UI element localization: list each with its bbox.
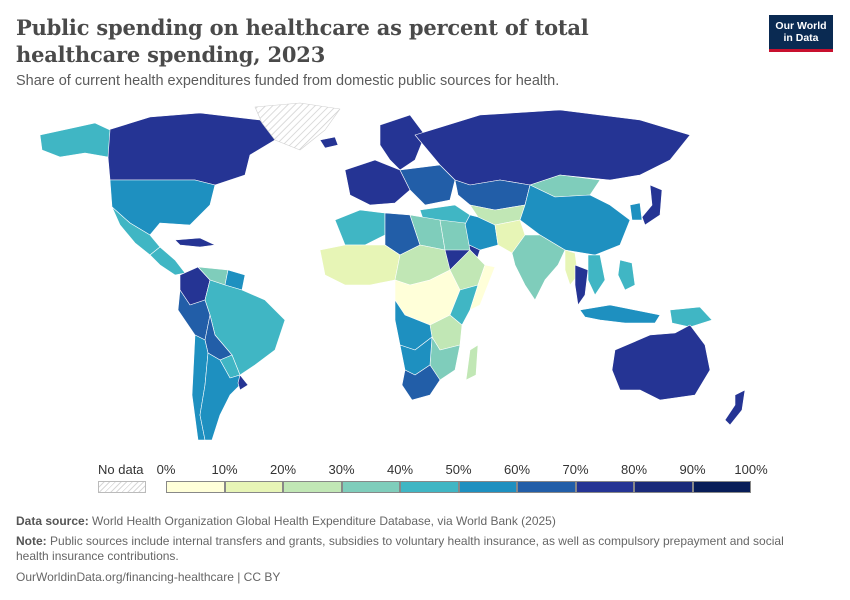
- logo-text-line1: Our World: [775, 20, 827, 32]
- country-argentina[interactable]: [199, 352, 241, 441]
- legend-bin[interactable]: [166, 481, 225, 493]
- country-south-africa[interactable]: [401, 364, 441, 401]
- country-korea[interactable]: [629, 202, 643, 221]
- note-text: Public sources include internal transfer…: [16, 534, 784, 563]
- legend-tick-label: 20%: [269, 462, 297, 477]
- legend-color-scale: [166, 481, 751, 494]
- note-label: Note:: [16, 534, 47, 548]
- country-png[interactable]: [669, 306, 713, 328]
- legend-bin[interactable]: [341, 481, 400, 493]
- chart-subtitle: Share of current health expenditures fun…: [16, 73, 560, 89]
- legend-no-data-swatch[interactable]: [98, 481, 146, 493]
- country-indochina[interactable]: [587, 254, 606, 296]
- data-source-label: Data source:: [16, 514, 89, 528]
- country-north-africa[interactable]: [334, 209, 386, 246]
- legend-bin[interactable]: [224, 481, 283, 493]
- country-alaska[interactable]: [39, 122, 111, 158]
- note: Note: Public sources include internal tr…: [16, 534, 806, 564]
- country-philippines[interactable]: [617, 259, 636, 291]
- legend-bin[interactable]: [458, 481, 517, 493]
- country-canada[interactable]: [107, 112, 276, 186]
- country-thailand[interactable]: [574, 264, 589, 306]
- country-kazakhstan[interactable]: [454, 179, 531, 211]
- legend-no-data-label: No data: [98, 462, 144, 477]
- legend-bin[interactable]: [517, 481, 576, 493]
- legend-tick-label: 0%: [156, 462, 176, 477]
- credit-link[interactable]: OurWorldinData.org/financing-healthcare …: [16, 570, 281, 584]
- chart-title: Public spending on healthcare as percent…: [16, 15, 589, 67]
- country-russia[interactable]: [414, 109, 691, 186]
- legend-bin[interactable]: [283, 481, 342, 493]
- country-kenya[interactable]: [449, 284, 479, 326]
- country-indonesia[interactable]: [579, 304, 661, 324]
- country-uruguay[interactable]: [237, 374, 249, 391]
- legend-tick-label: 10%: [211, 462, 238, 477]
- legend-tick-label: 30%: [328, 462, 355, 477]
- country-central-america[interactable]: [149, 246, 186, 276]
- country-new-zealand[interactable]: [724, 389, 746, 426]
- country-egypt[interactable]: [439, 219, 471, 251]
- legend-tick-label: 60%: [503, 462, 531, 477]
- world-map[interactable]: [0, 95, 850, 455]
- legend-tick-label: 40%: [386, 462, 414, 477]
- country-madagascar[interactable]: [465, 344, 479, 381]
- legend-tick-label: 90%: [679, 462, 706, 477]
- legend-bin[interactable]: [692, 481, 751, 493]
- data-source: Data source: World Health Organization G…: [16, 514, 556, 528]
- country-china[interactable]: [519, 184, 631, 256]
- country-australia[interactable]: [611, 324, 711, 401]
- country-caribbean[interactable]: [174, 237, 216, 248]
- country-india[interactable]: [511, 234, 566, 301]
- data-source-text: World Health Organization Global Health …: [92, 514, 556, 528]
- country-greenland[interactable]: [254, 102, 341, 151]
- country-west-africa[interactable]: [319, 244, 401, 286]
- owid-logo[interactable]: Our World in Data: [769, 15, 833, 52]
- country-scandinavia[interactable]: [379, 114, 426, 171]
- legend-tick-label: 70%: [562, 462, 589, 477]
- country-western-europe[interactable]: [344, 159, 411, 206]
- legend-tick-label: 50%: [445, 462, 472, 477]
- legend-tick-label: 100%: [734, 462, 768, 477]
- legend-bin[interactable]: [634, 481, 693, 493]
- legend-bin[interactable]: [575, 481, 634, 493]
- legend-tick-label: 80%: [620, 462, 648, 477]
- country-japan[interactable]: [641, 184, 663, 226]
- legend-bin[interactable]: [400, 481, 459, 493]
- country-iceland[interactable]: [319, 136, 339, 149]
- logo-text-line2: in Data: [783, 32, 819, 44]
